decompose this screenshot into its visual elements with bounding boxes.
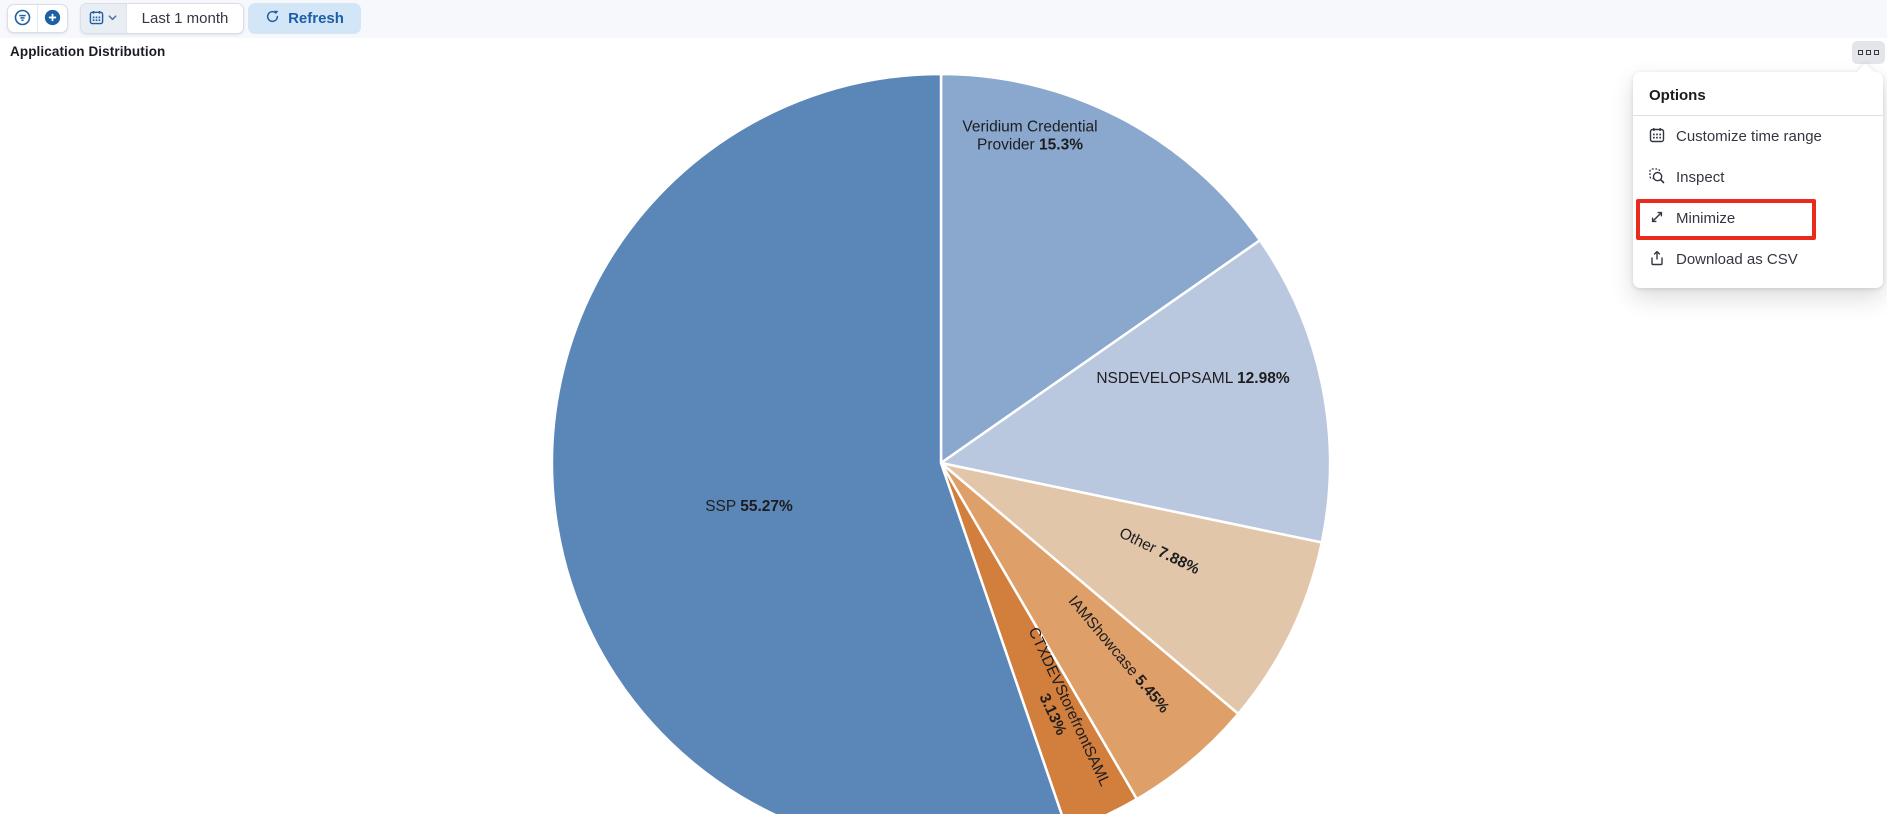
menu-divider <box>1633 115 1883 116</box>
refresh-label: Refresh <box>288 10 344 27</box>
date-range-value[interactable]: Last 1 month <box>127 4 243 33</box>
options-menu-title: Options <box>1649 87 1706 104</box>
chevron-down-icon <box>107 11 118 26</box>
minimize-icon <box>1649 209 1665 229</box>
date-quick-select-button[interactable] <box>81 4 127 33</box>
refresh-icon <box>265 9 280 28</box>
filter-in-circle-icon <box>14 9 31 29</box>
menu-item-customize-time-range[interactable]: Customize time range <box>1633 116 1883 157</box>
calendar-icon <box>1649 127 1665 147</box>
date-picker: Last 1 month <box>80 3 244 34</box>
button-group-divider <box>37 5 38 32</box>
menu-item-download-as-csv[interactable]: Download as CSV <box>1633 239 1883 280</box>
calendar-icon <box>89 10 104 28</box>
add-filter-button[interactable] <box>38 5 67 32</box>
pie-slice-nsdevelopsaml[interactable] <box>939 239 1332 544</box>
inspect-icon <box>1649 167 1665 188</box>
boxes-horizontal-icon <box>1858 50 1863 55</box>
panel-options-button[interactable] <box>1852 41 1885 64</box>
filters-button[interactable] <box>8 5 37 32</box>
panel-options-menu: Options Customize time range Inspect <box>1633 63 1883 288</box>
filter-button-group <box>7 4 68 33</box>
refresh-button[interactable]: Refresh <box>248 3 361 34</box>
dashboard-toolbar: Last 1 month Refresh <box>0 0 1887 38</box>
plus-in-circle-icon <box>44 9 61 29</box>
pie-slice-veridium-credential-provider[interactable] <box>939 72 1262 465</box>
pie-slice-ctxdevstorefrontsaml[interactable] <box>939 461 1139 814</box>
panel-title: Application Distribution <box>10 44 166 59</box>
pie-slice-iamshowcase[interactable] <box>939 461 1240 801</box>
pie-slice-ssp[interactable] <box>550 72 1067 814</box>
pie-slice-other[interactable] <box>939 461 1324 716</box>
menu-item-inspect[interactable]: Inspect <box>1633 157 1883 198</box>
export-icon <box>1649 250 1665 270</box>
menu-item-minimize[interactable]: Minimize <box>1633 198 1883 239</box>
